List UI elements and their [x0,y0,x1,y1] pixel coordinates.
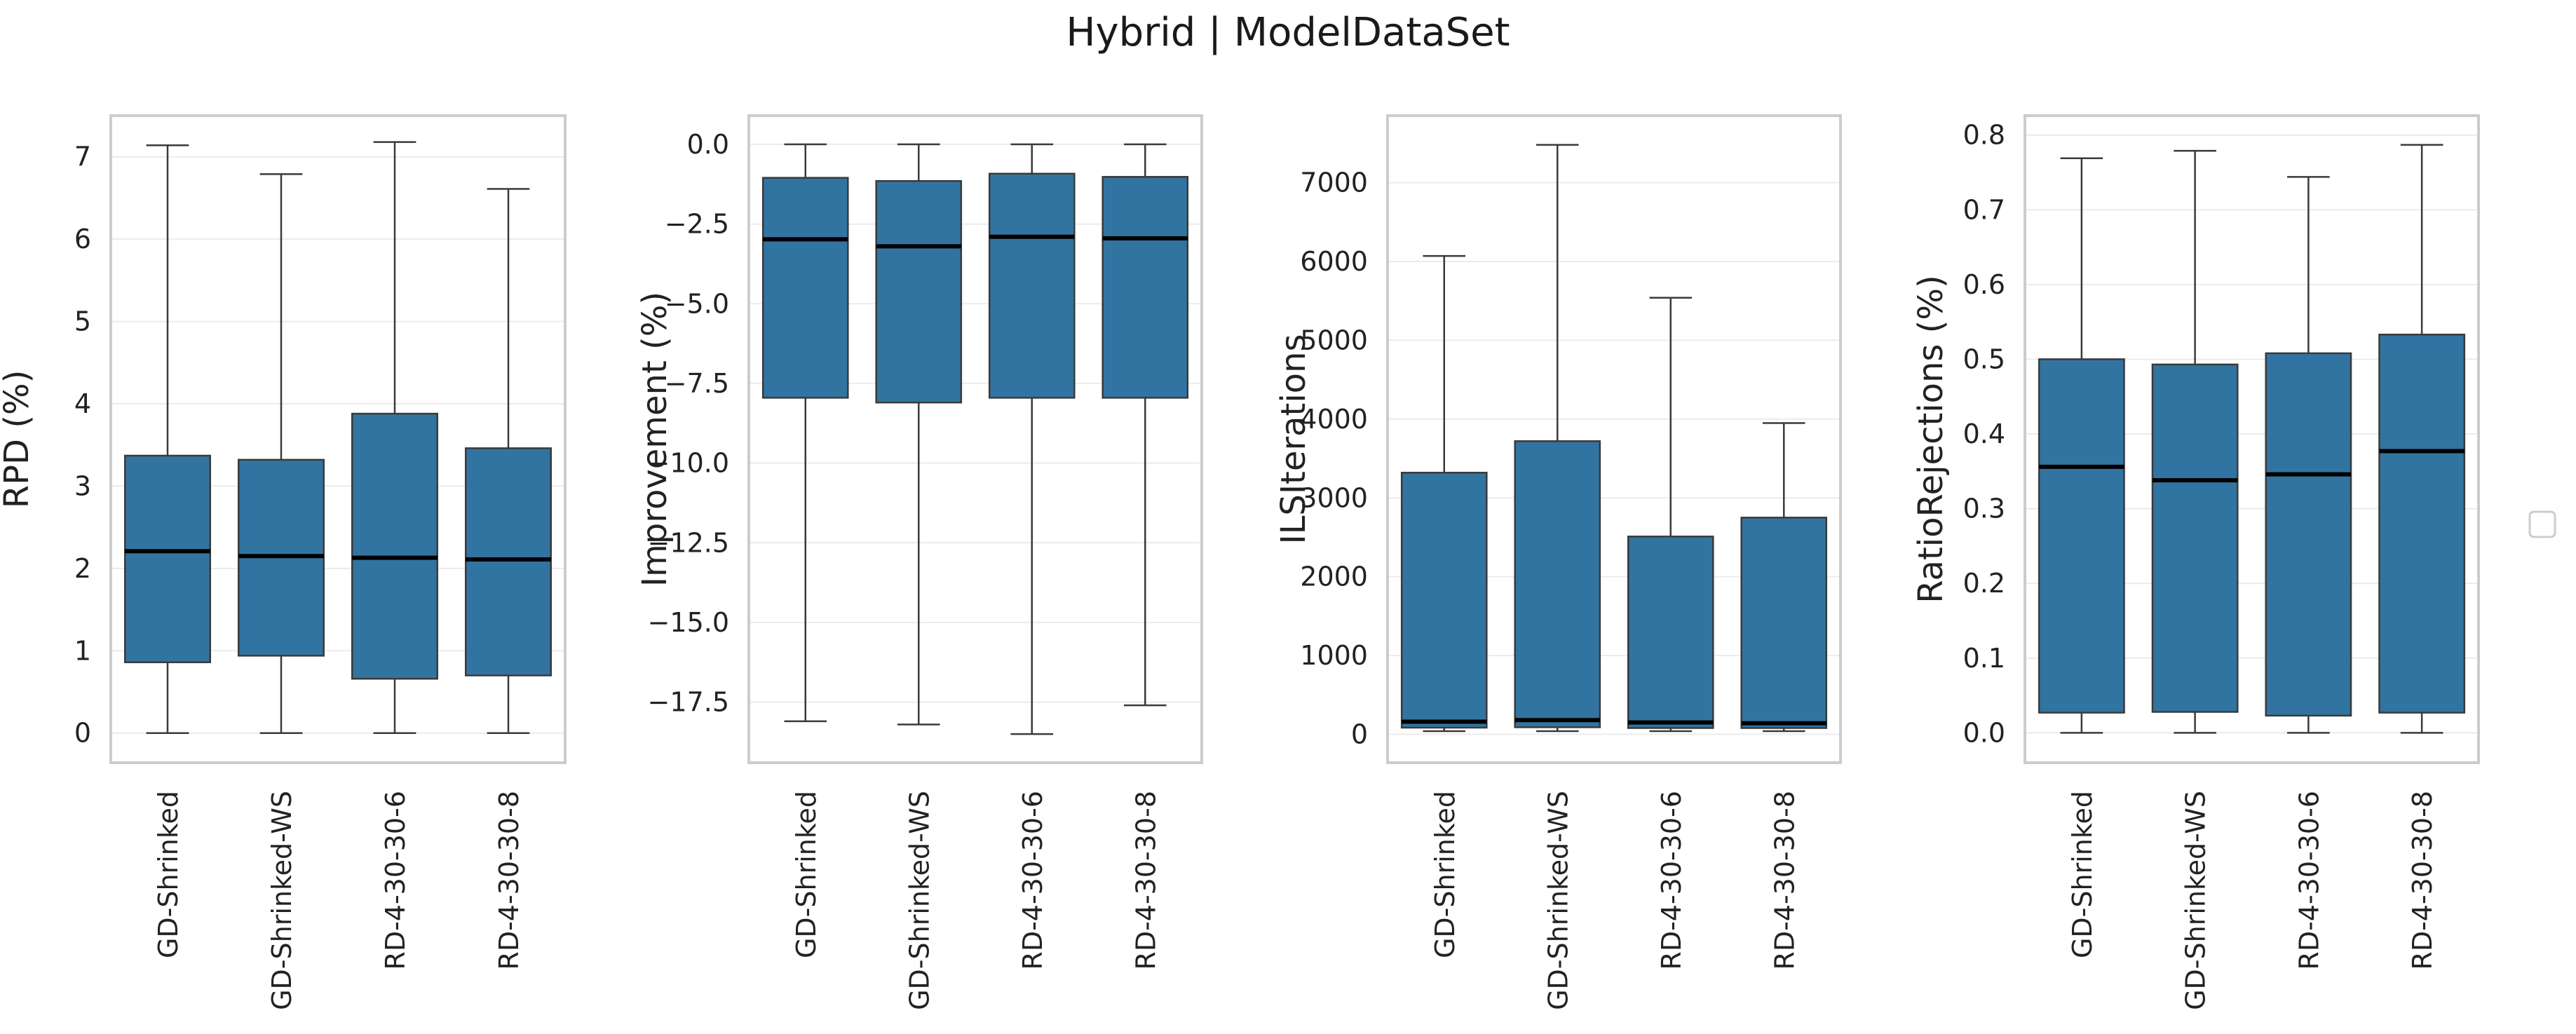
box-iqr [1101,176,1189,399]
y-tick-label: 0.8 [1963,120,2005,151]
y-tick-label: 1000 [1300,640,1368,671]
x-tick-label: RD-4-30-30-8 [1769,791,1800,970]
y-tick-label: −7.5 [665,368,729,399]
box-iqr [465,447,552,676]
y-tick-label: 0.6 [1963,269,2005,300]
axes-frame [109,114,567,764]
y-tick-label: 0.5 [1963,343,2005,374]
y-tick-label: 0 [74,718,91,749]
subplot-4: 0.0 0.1 0.2 0.3 0.4 0.5 0.6 0.7 0.8 GD-Shrinked GD… [1911,114,2480,1010]
box-4 [1101,143,1189,707]
x-tick-label: GD-Shrinked [153,791,184,958]
axes-frame [2023,114,2480,764]
box-1 [2038,157,2125,734]
y-tick-label: 0.0 [1963,717,2005,748]
box-iqr [1740,517,1828,729]
box-1 [1400,254,1488,733]
y-tick-label: −10.0 [648,448,729,479]
x-tick-label: RD-4-30-30-6 [380,791,411,970]
box-iqr [875,179,963,404]
y-axis-label: ILSIterations [1274,334,1313,545]
x-tick-label: GD-Shrinked-WS [1543,791,1573,1010]
y-tick-label: 5000 [1300,325,1368,355]
y-tick-label: 7 [74,142,91,172]
x-tick-label: GD-Shrinked-WS [266,791,297,1010]
box-2 [1514,144,1601,733]
y-tick-label: −17.5 [648,687,729,718]
box-2 [2151,149,2239,734]
box-4 [465,188,552,734]
y-tick-label: 0 [1351,719,1368,750]
y-tick-label: 3000 [1300,482,1368,513]
box-iqr [2265,352,2352,717]
y-tick-label: 4000 [1300,404,1368,435]
axes-frame [747,114,1203,764]
x-tick-label: RD-4-30-30-6 [2293,791,2324,970]
y-tick-label: −5.0 [665,288,729,319]
legend-box [2528,510,2556,538]
box-2 [875,143,963,726]
y-tick-label: 6 [74,224,91,254]
y-tick-label: 1 [74,635,91,666]
box-3 [351,141,438,734]
y-axis-label: RatioRejections (%) [1911,275,1951,604]
box-2 [238,173,325,734]
x-tick-label: GD-Shrinked-WS [2181,791,2211,1010]
y-tick-label: −12.5 [648,527,729,558]
x-tick-label: RD-4-30-30-8 [2407,791,2438,970]
y-tick-label: 2000 [1300,562,1368,592]
box-iqr [2038,358,2125,714]
x-tick-label: RD-4-30-30-6 [1656,791,1687,970]
y-tick-label: 3 [74,470,91,501]
subplot-1: 0 1 2 3 4 5 6 7 GD-Shrinked GD-Shrinked-WS RD-4-30… [0,114,567,1010]
box-iqr [2378,334,2466,714]
y-tick-label: −15.0 [648,607,729,638]
y-axis-label: RPD (%) [0,370,36,509]
y-tick-label: 6000 [1300,246,1368,277]
y-tick-label: 0.1 [1963,643,2005,674]
figure-title: Hybrid | ModelDataSet [1066,10,1510,55]
box-iqr [124,454,211,663]
box-iqr [351,412,438,680]
y-tick-label: 7000 [1300,168,1368,198]
y-axis-label: Improvement (%) [635,292,674,587]
box-3 [988,143,1076,735]
x-tick-label: GD-Shrinked [1430,791,1460,958]
y-tick-label: 0.2 [1963,568,2005,599]
y-tick-label: 0.7 [1963,194,2005,225]
x-tick-label: RD-4-30-30-8 [1130,791,1161,970]
box-iqr [2151,363,2239,713]
y-tick-label: 0.3 [1963,494,2005,524]
box-iqr [1627,536,1714,729]
x-tick-label: RD-4-30-30-6 [1017,791,1048,970]
y-tick-label: 4 [74,388,91,419]
box-1 [124,144,211,734]
x-tick-label: GD-Shrinked [2067,791,2098,958]
box-iqr [1514,440,1601,728]
x-tick-label: GD-Shrinked-WS [904,791,935,1010]
box-1 [761,143,849,723]
x-tick-label: GD-Shrinked [791,791,822,958]
box-iqr [761,177,849,399]
x-tick-label: RD-4-30-30-8 [494,791,524,970]
box-iqr [1400,472,1488,729]
box-3 [1627,297,1714,733]
subplot-2: 0.0 −2.5 −5.0 −7.5 −10.0 −12.5 −15.0 −17.5 GD-Sh… [635,114,1203,1010]
y-tick-label: 2 [74,553,91,584]
y-tick-label: 0.0 [687,129,729,160]
y-tick-label: 0.4 [1963,419,2005,449]
y-tick-label: −2.5 [665,209,729,240]
box-3 [2265,176,2352,734]
y-tick-label: 5 [74,306,91,337]
subplot-3: 0 1000 2000 3000 4000 5000 6000 7000 GD-Shrinked… [1274,114,1842,1010]
box-4 [2378,144,2466,734]
box-iqr [988,172,1076,399]
axes-frame [1386,114,1842,764]
box-4 [1740,422,1828,733]
